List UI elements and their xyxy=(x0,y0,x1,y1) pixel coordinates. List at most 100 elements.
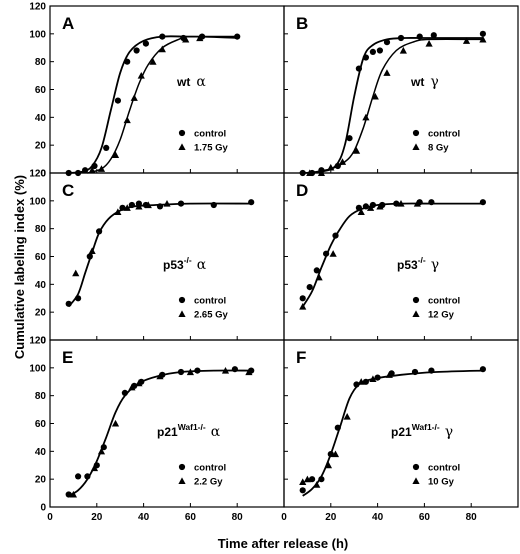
panel-b-legend-label-1: 8 Gy xyxy=(428,143,449,154)
panel-f-legend-marker-1 xyxy=(412,477,420,485)
panel-e-point-irradiated xyxy=(111,419,120,427)
panel-c-point-control xyxy=(119,204,126,211)
panel-e-condition: p21Waf1-/- α xyxy=(157,422,221,440)
panel-a-radiation: α xyxy=(196,74,206,90)
panel-a-ytick-label: 100 xyxy=(29,29,46,40)
panel-a-point-control xyxy=(159,33,166,40)
panel-e-ytick-label: 60 xyxy=(35,419,47,430)
panel-e-xtick-label: 0 xyxy=(47,512,53,523)
panel-f-point-control xyxy=(428,367,435,374)
panel-f-point-control xyxy=(327,451,334,458)
panel-d-radiation: γ xyxy=(431,257,439,273)
panel-d-point-irradiated xyxy=(413,200,421,207)
panel-f-point-control xyxy=(334,424,341,431)
panel-d-point-control xyxy=(306,284,313,291)
panel-c-point-control xyxy=(248,199,255,206)
panel-e-point-irradiated xyxy=(186,368,194,376)
panel-f-point-irradiated xyxy=(357,378,365,385)
panel-d-point-irradiated xyxy=(315,273,323,281)
panel-a-point-irradiated xyxy=(111,151,120,158)
panel-e-point-control xyxy=(65,491,72,498)
panel-b-condition: wt γ xyxy=(410,74,439,90)
panel-c-point-control xyxy=(128,201,135,209)
panel-c-point-control xyxy=(86,253,93,260)
panel-c-ytick-label: 40 xyxy=(35,280,47,291)
panel-f-point-control xyxy=(309,476,316,483)
panel-d-legend-marker-1 xyxy=(412,310,420,318)
panel-e-xtick-label: 20 xyxy=(91,512,103,523)
panel-c-point-control xyxy=(177,200,185,207)
panel-a-frame xyxy=(49,5,285,174)
panel-a-legend-marker-0 xyxy=(178,129,186,137)
panel-e-point-control xyxy=(121,389,128,396)
panel-f-point-control xyxy=(299,487,306,494)
panel-e-legend-label-0: control xyxy=(194,463,226,474)
panel-d-point-control xyxy=(428,199,435,206)
panel-d-point-control xyxy=(323,250,330,257)
panel-a-letter: A xyxy=(62,14,74,33)
panel-d-point-irradiated xyxy=(366,204,375,211)
panel-d-point-irradiated xyxy=(299,303,307,310)
panel-c-point-irradiated xyxy=(88,247,96,254)
panel-a-ytick-label: 60 xyxy=(35,85,47,96)
panel-e-point-irradiated xyxy=(97,447,106,455)
panel-a-legend-label-0: control xyxy=(194,129,226,140)
panel-a-point-irradiated xyxy=(130,94,138,101)
panel-e-point-control xyxy=(84,473,91,480)
panel-b-condition-name: wt xyxy=(410,75,424,89)
panel-a-point-irradiated xyxy=(97,165,106,172)
panel-d-point-irradiated xyxy=(329,250,337,257)
panel-c-point-irradiated xyxy=(135,202,143,210)
panel-a-fit-curve-0 xyxy=(68,35,238,174)
panel-f-point-irradiated xyxy=(299,478,307,486)
panel-b-point-control xyxy=(362,54,369,61)
panel-d-genotype-superscript: -/- xyxy=(418,255,426,265)
panel-c-point-control xyxy=(156,203,164,210)
panel-e-xtick-label: 80 xyxy=(232,512,244,523)
panel-c-point-irradiated xyxy=(114,208,122,216)
panel-e-point-control xyxy=(177,368,185,376)
panel-e-point-irradiated xyxy=(135,379,143,387)
panel-c-legend-label-1: 2.65 Gy xyxy=(194,310,229,321)
panel-e-legend-marker-0 xyxy=(178,463,186,471)
panel-d-condition: p53-/- γ xyxy=(397,255,439,273)
panel-b-point-control xyxy=(479,30,486,37)
panel-a-point-irradiated xyxy=(149,58,157,65)
panel-c-legend-marker-0 xyxy=(178,296,186,304)
panel-a-ytick-label: 80 xyxy=(35,57,47,68)
panel-e-xtick-label: 60 xyxy=(185,512,197,523)
panel-a-point-control xyxy=(91,162,98,170)
panel-f-frame xyxy=(283,339,519,508)
panel-e-ytick-label: 120 xyxy=(29,336,46,347)
panel-e-point-control xyxy=(75,473,82,480)
panel-c-point-irradiated xyxy=(123,204,131,211)
panel-a-ytick-label: 40 xyxy=(35,113,47,124)
panel-d-legend-marker-0 xyxy=(412,296,420,304)
panel-f-point-irradiated xyxy=(331,450,340,458)
panel-d-letter: D xyxy=(296,181,308,200)
panel-f-point-irradiated xyxy=(385,371,393,378)
panel-f-point-control xyxy=(374,374,381,381)
panel-b-point-control xyxy=(355,65,362,72)
panel-a-point-irradiated xyxy=(196,34,204,42)
panel-a-point-control xyxy=(124,58,131,65)
panel-e-point-control xyxy=(100,444,107,451)
panel-c-condition-name: p53 xyxy=(163,258,184,272)
panel-b-point-control xyxy=(376,47,383,54)
panel-b-point-control xyxy=(369,48,376,56)
panel-c-legend-marker-1 xyxy=(178,310,186,318)
panel-e-condition-name: p21 xyxy=(157,425,178,439)
y-axis-title: Cumulative labeling index (%) xyxy=(12,175,27,359)
panel-f-legend-marker-0 xyxy=(412,463,420,471)
panel-c-point-control xyxy=(96,228,103,235)
panel-a-point-control xyxy=(133,47,140,54)
panel-e-ytick-label: 20 xyxy=(35,475,47,486)
panel-a-point-control xyxy=(142,40,149,47)
panel-b-point-irradiated xyxy=(352,147,361,154)
panel-b: Bwt γ control 8 Gy xyxy=(283,5,519,177)
panel-c-ytick-label: 60 xyxy=(35,252,47,263)
panel-a-ytick-label: 20 xyxy=(35,141,47,152)
panel-d-legend-label-0: control xyxy=(428,296,460,307)
